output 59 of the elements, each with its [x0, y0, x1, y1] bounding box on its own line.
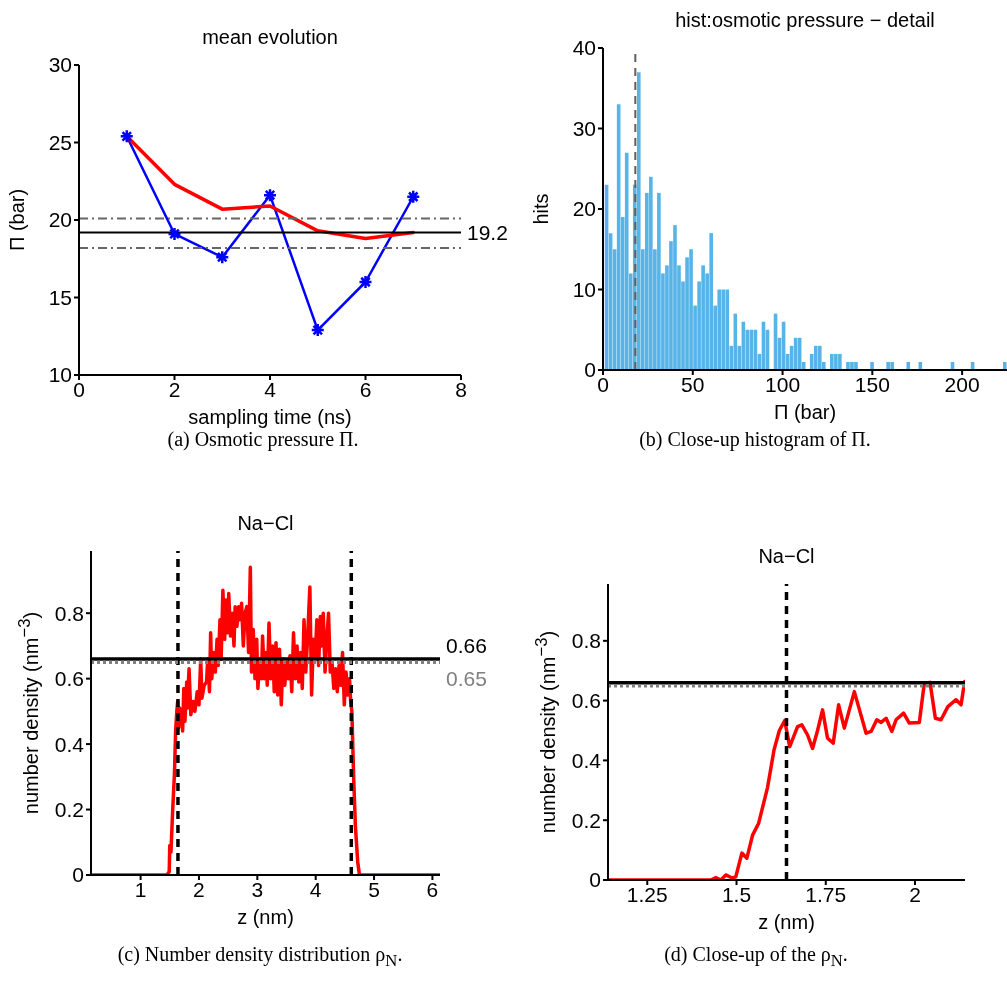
point	[406, 189, 421, 204]
x-tick-label: 3	[251, 877, 264, 901]
text: (c) Number density distribution ρ$_{N}$.	[116, 943, 404, 971]
x-tick-label: 100	[765, 372, 801, 396]
y-tick-label: 20	[572, 197, 596, 221]
x-tick-label: 1.5	[721, 882, 752, 906]
x-axis-title: sampling time (ns)	[187, 406, 353, 429]
point	[119, 129, 134, 144]
x-tick-label: 4	[309, 877, 322, 901]
y-tick-label: 0.6	[571, 689, 601, 713]
x-tick-label: 200	[944, 372, 980, 396]
y-tick-label: 10	[572, 277, 596, 301]
ref-line-label: 19.2	[467, 220, 508, 244]
chart-title: mean evolution	[201, 26, 339, 49]
chart-title: Na−Cl	[757, 545, 816, 568]
point	[310, 322, 325, 338]
text: (b) Close-up histogram of Π.	[638, 428, 872, 451]
y-tick-label: 15	[48, 285, 72, 309]
x-tick-label: 6	[426, 877, 439, 901]
x-tick-label: 50	[681, 372, 705, 396]
text: (d) Close-up of the ρ$_{N}$.	[663, 943, 849, 971]
y-tick-label: 0.2	[571, 808, 601, 832]
x-tick-label: 2	[909, 882, 921, 906]
y-tick-label: 30	[572, 116, 596, 140]
y-tick-label: 25	[48, 130, 72, 154]
ref-line-label: 0.65	[446, 666, 487, 690]
y-tick-label: 0.4	[54, 732, 85, 756]
x-tick-label: 1.25	[626, 882, 668, 906]
y-tick-label: 40	[572, 36, 596, 60]
y-tick-label: 10	[48, 363, 72, 387]
point	[167, 226, 182, 242]
ref-line-label: 0.66	[446, 633, 487, 657]
x-tick-label: 150	[854, 372, 890, 396]
y-tick-label: 20	[48, 208, 72, 232]
x-tick-label: 2	[193, 877, 205, 901]
x-axis-title: z (nm)	[757, 911, 816, 934]
x-axis-title: Π (bar)	[772, 401, 838, 424]
y-axis-title: Π (bar)	[5, 188, 29, 252]
x-tick-label: 1	[134, 877, 147, 901]
point	[358, 274, 373, 290]
x-tick-label: 2	[168, 377, 181, 401]
y-tick-label: 0.2	[54, 798, 84, 821]
point	[262, 187, 278, 203]
y-axis-title: hits	[529, 193, 553, 225]
y-tick-label: 0.4	[571, 748, 602, 772]
chart-title: Na−Cl	[236, 512, 295, 535]
x-tick-label: 8	[455, 377, 467, 401]
x-tick-label: 6	[359, 377, 372, 401]
x-tick-label: 5	[368, 877, 380, 901]
x-axis-title: z (nm)	[236, 906, 295, 929]
chart-title: hist:osmotic pressure − detail	[674, 9, 936, 32]
x-tick-label: 1.75	[805, 882, 847, 906]
y-tick-label: 0.8	[571, 629, 601, 653]
x-tick-label: 4	[264, 377, 277, 401]
y-tick-label: 30	[48, 53, 72, 77]
text: (a) Osmotic pressure Π.	[166, 428, 360, 451]
point	[215, 249, 230, 265]
y-tick-label: 0.8	[54, 601, 84, 625]
y-tick-label: 0.6	[54, 667, 84, 691]
